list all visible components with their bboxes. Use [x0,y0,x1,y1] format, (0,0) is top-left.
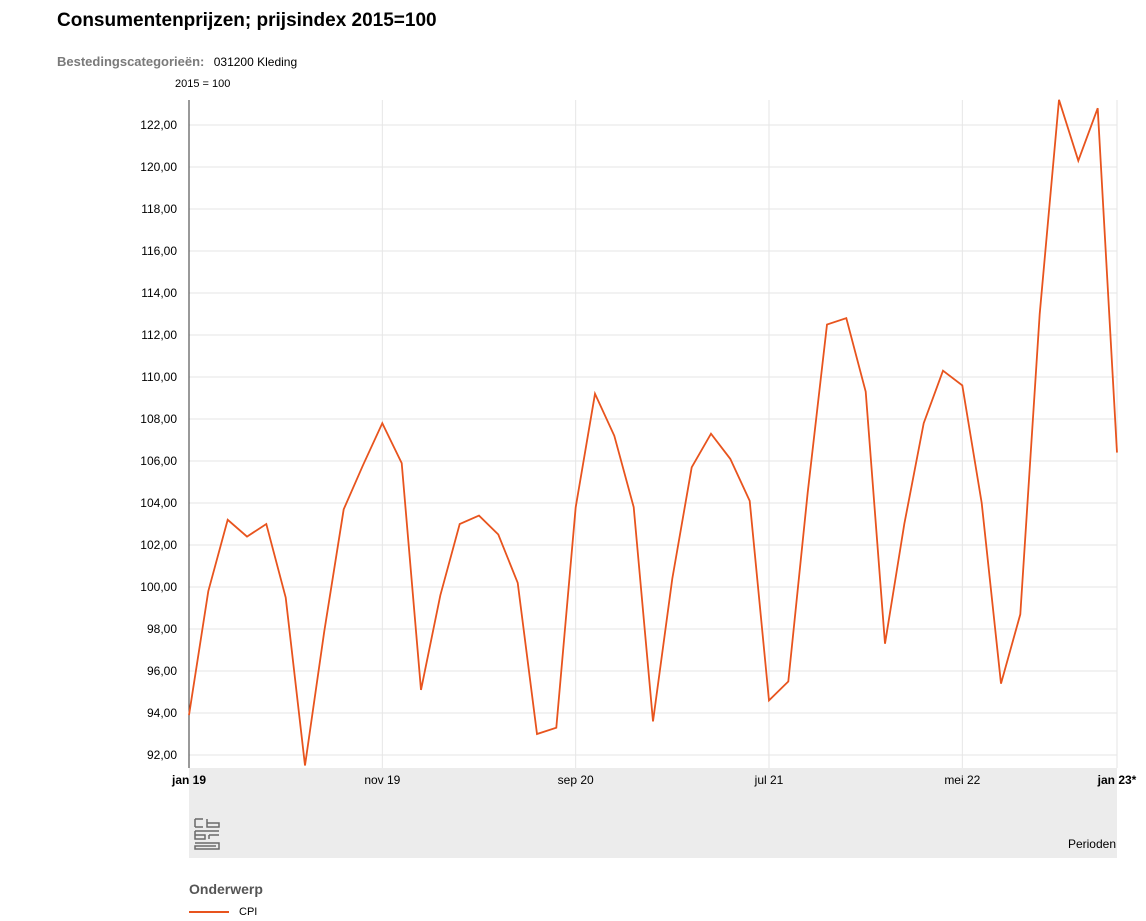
x-tick-label: sep 20 [558,773,594,787]
data-point-cpi[interactable] [379,420,385,426]
x-axis-title: Perioden [1068,837,1116,851]
data-point-cpi[interactable] [225,517,231,523]
data-point-cpi[interactable] [1075,158,1081,164]
data-point-cpi[interactable] [244,534,250,540]
data-point-cpi[interactable] [302,763,308,769]
data-point-cpi[interactable] [399,460,405,466]
data-point-cpi[interactable] [360,462,366,468]
data-point-cpi[interactable] [418,687,424,693]
y-tick-label: 100,00 [140,580,177,594]
line-chart: 92,00 94,00 96,00 98,00 100,00 102,00 104,00 10… [140,78,1137,858]
data-point-cpi[interactable] [998,681,1004,687]
data-point-cpi[interactable] [824,322,830,328]
data-point-cpi[interactable] [611,433,617,439]
data-point-cpi[interactable] [669,576,675,582]
y-tick-label: 96,00 [147,664,177,678]
data-point-cpi[interactable] [186,712,192,718]
y-tick-label: 110,00 [141,370,177,384]
data-point-cpi[interactable] [747,498,753,504]
data-point-cpi[interactable] [263,521,269,527]
data-point-cpi[interactable] [805,490,811,496]
data-point-cpi[interactable] [553,725,559,731]
y-tick-label: 108,00 [140,412,177,426]
y-tick-label: 112,00 [141,328,177,342]
data-point-cpi[interactable] [959,382,965,388]
data-point-cpi[interactable] [1095,105,1101,111]
filter-row: Bestedingscategorieën: 031200 Kleding [57,54,297,69]
data-point-cpi[interactable] [1114,450,1120,456]
series-line-cpi[interactable] [188,99,1118,766]
data-point-cpi[interactable] [863,389,869,395]
data-point-cpi[interactable] [1056,97,1062,103]
data-point-cpi[interactable] [515,580,521,586]
data-point-cpi[interactable] [495,532,501,538]
y-tick-label: 114,00 [141,286,177,300]
filter-value[interactable]: 031200 Kleding [213,55,298,69]
x-tick-label: mei 22 [944,773,980,787]
data-point-cpi[interactable] [843,315,849,321]
data-point-cpi[interactable] [321,628,327,634]
data-point-cpi[interactable] [205,588,211,594]
data-point-cpi[interactable] [437,592,443,598]
x-tick-label: jan 19 [171,773,206,787]
x-tick-label: jul 21 [754,773,784,787]
data-point-cpi[interactable] [283,595,289,601]
y-tick-label: 104,00 [140,496,177,510]
data-point-cpi[interactable] [476,513,482,519]
data-point-cpi[interactable] [901,521,907,527]
cbs-logo-icon [194,818,220,850]
y-tick-label: 92,00 [147,748,177,762]
legend-label: CPI [239,906,258,918]
data-point-cpi[interactable] [766,697,772,703]
data-point-cpi[interactable] [708,431,714,437]
data-point-cpi[interactable] [940,368,946,374]
y-tick-label: 98,00 [147,622,177,636]
data-point-cpi[interactable] [979,500,985,506]
y-axis-unit-label: 2015 = 100 [175,78,230,90]
data-point-cpi[interactable] [573,504,579,510]
filter-label: Bestedingscategorieën: [57,54,205,69]
data-point-cpi[interactable] [785,679,791,685]
x-axis-band [189,768,1117,858]
data-point-cpi[interactable] [631,504,637,510]
y-tick-label: 102,00 [140,538,177,552]
data-point-cpi[interactable] [921,420,927,426]
legend-title: Onderwerp [189,881,263,897]
x-tick-label: nov 19 [364,773,400,787]
y-tick-label: 106,00 [140,454,177,468]
legend-swatch [189,911,229,913]
data-point-cpi[interactable] [689,464,695,470]
data-point-cpi[interactable] [534,731,540,737]
data-point-cpi[interactable] [727,456,733,462]
data-point-cpi[interactable] [341,506,347,512]
y-tick-label: 122,00 [140,118,177,132]
legend-item-cpi[interactable]: CPI [189,906,257,918]
y-tick-label: 116,00 [141,244,177,258]
chart-title: Consumentenprijzen; prijsindex 2015=100 [57,10,437,31]
x-tick-label: jan 23* [1097,773,1137,787]
data-point-cpi[interactable] [592,391,598,397]
data-point-cpi[interactable] [650,718,656,724]
y-tick-label: 118,00 [141,202,177,216]
y-tick-label: 94,00 [147,706,177,720]
data-point-cpi[interactable] [457,521,463,527]
data-point-cpi[interactable] [1037,311,1043,317]
y-tick-label: 120,00 [140,160,177,174]
data-point-cpi[interactable] [1017,611,1023,617]
data-point-cpi[interactable] [882,641,888,647]
